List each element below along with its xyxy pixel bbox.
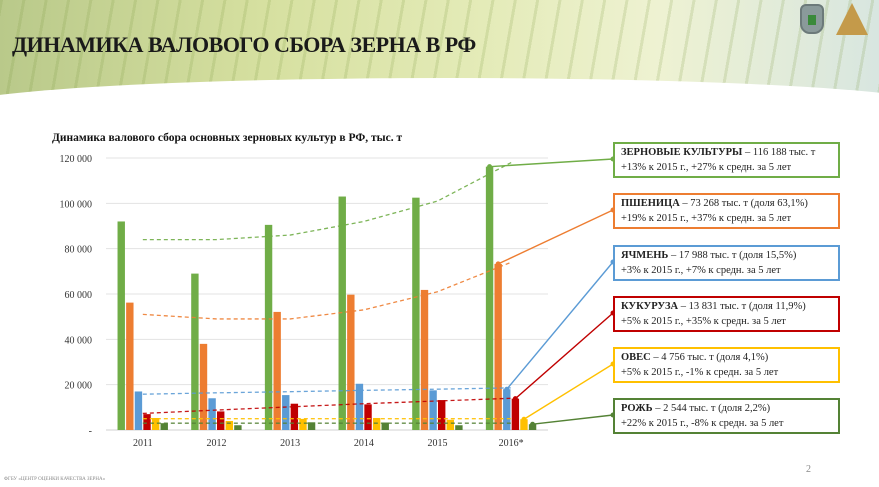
bar-Пшеница <box>420 289 429 430</box>
bar-Ячмень <box>503 389 511 430</box>
callout-name: ОВЕС <box>621 352 651 363</box>
callout-box: РОЖЬ – 2 544 тыс. т (доля 2,2%) +22% к 20… <box>613 398 840 434</box>
callout-name: ПШЕНИЦА <box>621 198 680 209</box>
bar-Ячмень <box>208 398 216 430</box>
bar-Рожь <box>381 422 389 430</box>
callout-box: ЯЧМЕНЬ – 17 988 тыс. т (доля 15,5%) +3% к… <box>613 245 840 281</box>
y-tick-label: 60 000 <box>65 290 93 301</box>
bar-Кукуруза <box>143 414 151 430</box>
bar-Рожь <box>455 425 463 430</box>
trendline-Зерновые культуры <box>142 161 512 241</box>
bar-Рожь <box>234 425 242 430</box>
callout-name: КУКУРУЗА <box>621 301 679 312</box>
callout-change: +5% к 2015 г., -1% к средн. за 5 лет <box>621 367 779 378</box>
bar-Зерновые культуры <box>191 273 199 430</box>
chart-title: Динамика валового сбора основных зерновы… <box>52 132 403 144</box>
callout-box: ПШЕНИЦА – 73 268 тыс. т (доля 63,1%) +19%… <box>613 193 840 229</box>
connector-line <box>497 209 614 265</box>
bar-Овес <box>372 417 381 430</box>
callout-value: – 17 988 тыс. т (доля 15,5%) <box>668 250 797 261</box>
connector-line <box>506 261 614 390</box>
bar-Кукуруза <box>217 411 225 430</box>
x-tick-label: 2011 <box>133 438 153 449</box>
trendline-Пшеница <box>142 261 512 320</box>
connector-dot <box>504 386 510 392</box>
callout-change: +22% к 2015 г., -8% к средн. за 5 лет <box>621 418 784 429</box>
bar-Рожь <box>528 424 537 430</box>
y-tick-label: 120 000 <box>60 154 93 165</box>
callout-name: РОЖЬ <box>621 403 653 414</box>
callout-change: +13% к 2015 г., +27% к средн. за 5 лет <box>621 162 792 173</box>
bar-Овес <box>299 418 307 430</box>
bar-Ячмень <box>134 391 143 430</box>
bar-Кукуруза <box>364 404 372 430</box>
bar-Пшеница <box>199 343 208 430</box>
y-tick-label: 40 000 <box>65 335 93 346</box>
bar-Кукуруза <box>290 403 299 430</box>
y-tick-label: 20 000 <box>65 381 93 392</box>
page-number: 2 <box>806 464 811 475</box>
callout-value: – 4 756 тыс. т (доля 4,1%) <box>650 352 769 363</box>
footer-org: ФГБУ «ЦЕНТР ОЦЕНКИ КАЧЕСТВА ЗЕРНА» <box>4 477 106 482</box>
bar-Зерновые культуры <box>264 224 273 430</box>
connector-dot <box>495 261 501 267</box>
connector-line <box>489 158 614 168</box>
callout-value: – 116 188 тыс. т <box>742 147 816 158</box>
callout-change: +3% к 2015 г., +7% к средн. за 5 лет <box>621 265 781 276</box>
page-title: ДИНАМИКА ВАЛОВОГО СБОРА ЗЕРНА В РФ <box>12 32 476 57</box>
bar-Рожь <box>160 423 168 430</box>
bar-Зерновые культуры <box>412 197 420 430</box>
y-tick-label: - <box>89 426 92 437</box>
connector-line <box>523 363 614 420</box>
callout-name: ЗЕРНОВЫЕ КУЛЬТУРЫ <box>621 147 743 158</box>
callout-box: КУКУРУЗА – 13 831 тыс. т (доля 11,9%) +5%… <box>613 296 840 332</box>
header-banner <box>0 0 879 138</box>
bar-Овес <box>446 419 454 430</box>
bar-Зерновые культуры <box>485 166 494 430</box>
trendline-Кукуруза <box>142 397 512 415</box>
callout-value: – 13 831 тыс. т (доля 11,9%) <box>678 301 806 312</box>
connector-dot <box>530 421 536 427</box>
emblem-logo <box>800 4 824 34</box>
bar-Кукуруза <box>511 398 520 430</box>
bar-Пшеница <box>347 294 355 430</box>
x-tick-label: 2016* <box>499 438 524 449</box>
bar-Пшеница <box>273 311 281 430</box>
bar-Овес <box>151 417 160 430</box>
bar-Зерновые культуры <box>117 221 125 430</box>
bar-Пшеница <box>494 263 502 430</box>
x-tick-label: 2014 <box>354 438 374 449</box>
connector-dot <box>512 396 518 402</box>
bar-Ячмень <box>429 390 437 430</box>
callout-box: ЗЕРНОВЫЕ КУЛЬТУРЫ – 116 188 тыс. т +13% к… <box>613 142 840 178</box>
bar-Рожь <box>307 422 316 430</box>
connector-dot <box>487 164 493 170</box>
connector-dot <box>521 416 527 422</box>
y-tick-label: 80 000 <box>65 245 93 256</box>
trendline-Ячмень <box>142 387 512 395</box>
x-tick-label: 2012 <box>207 438 227 449</box>
bar-Овес <box>520 419 528 430</box>
callout-change: +19% к 2015 г., +37% к средн. за 5 лет <box>621 213 792 224</box>
bar-Пшеница <box>126 302 134 430</box>
bar-Ячмень <box>355 383 364 430</box>
x-tick-label: 2013 <box>280 438 300 449</box>
x-tick-label: 2015 <box>428 438 448 449</box>
callout-value: – 2 544 тыс. т (доля 2,2%) <box>652 403 771 414</box>
bar-Кукуруза <box>438 400 446 430</box>
bar-Овес <box>225 420 233 430</box>
bar-Ячмень <box>282 395 290 430</box>
callout-name: ЯЧМЕНЬ <box>621 250 669 261</box>
y-tick-label: 100 000 <box>60 199 93 210</box>
callout-change: +5% к 2015 г., +35% к средн. за 5 лет <box>621 316 786 327</box>
bar-Зерновые культуры <box>338 196 346 430</box>
callout-box: ОВЕС – 4 756 тыс. т (доля 4,1%) +5% к 201… <box>613 347 840 383</box>
callout-value: – 73 268 тыс. т (доля 63,1%) <box>679 198 808 209</box>
organization-logo <box>836 3 868 35</box>
connector-line <box>532 414 614 425</box>
connector-line <box>514 312 614 400</box>
